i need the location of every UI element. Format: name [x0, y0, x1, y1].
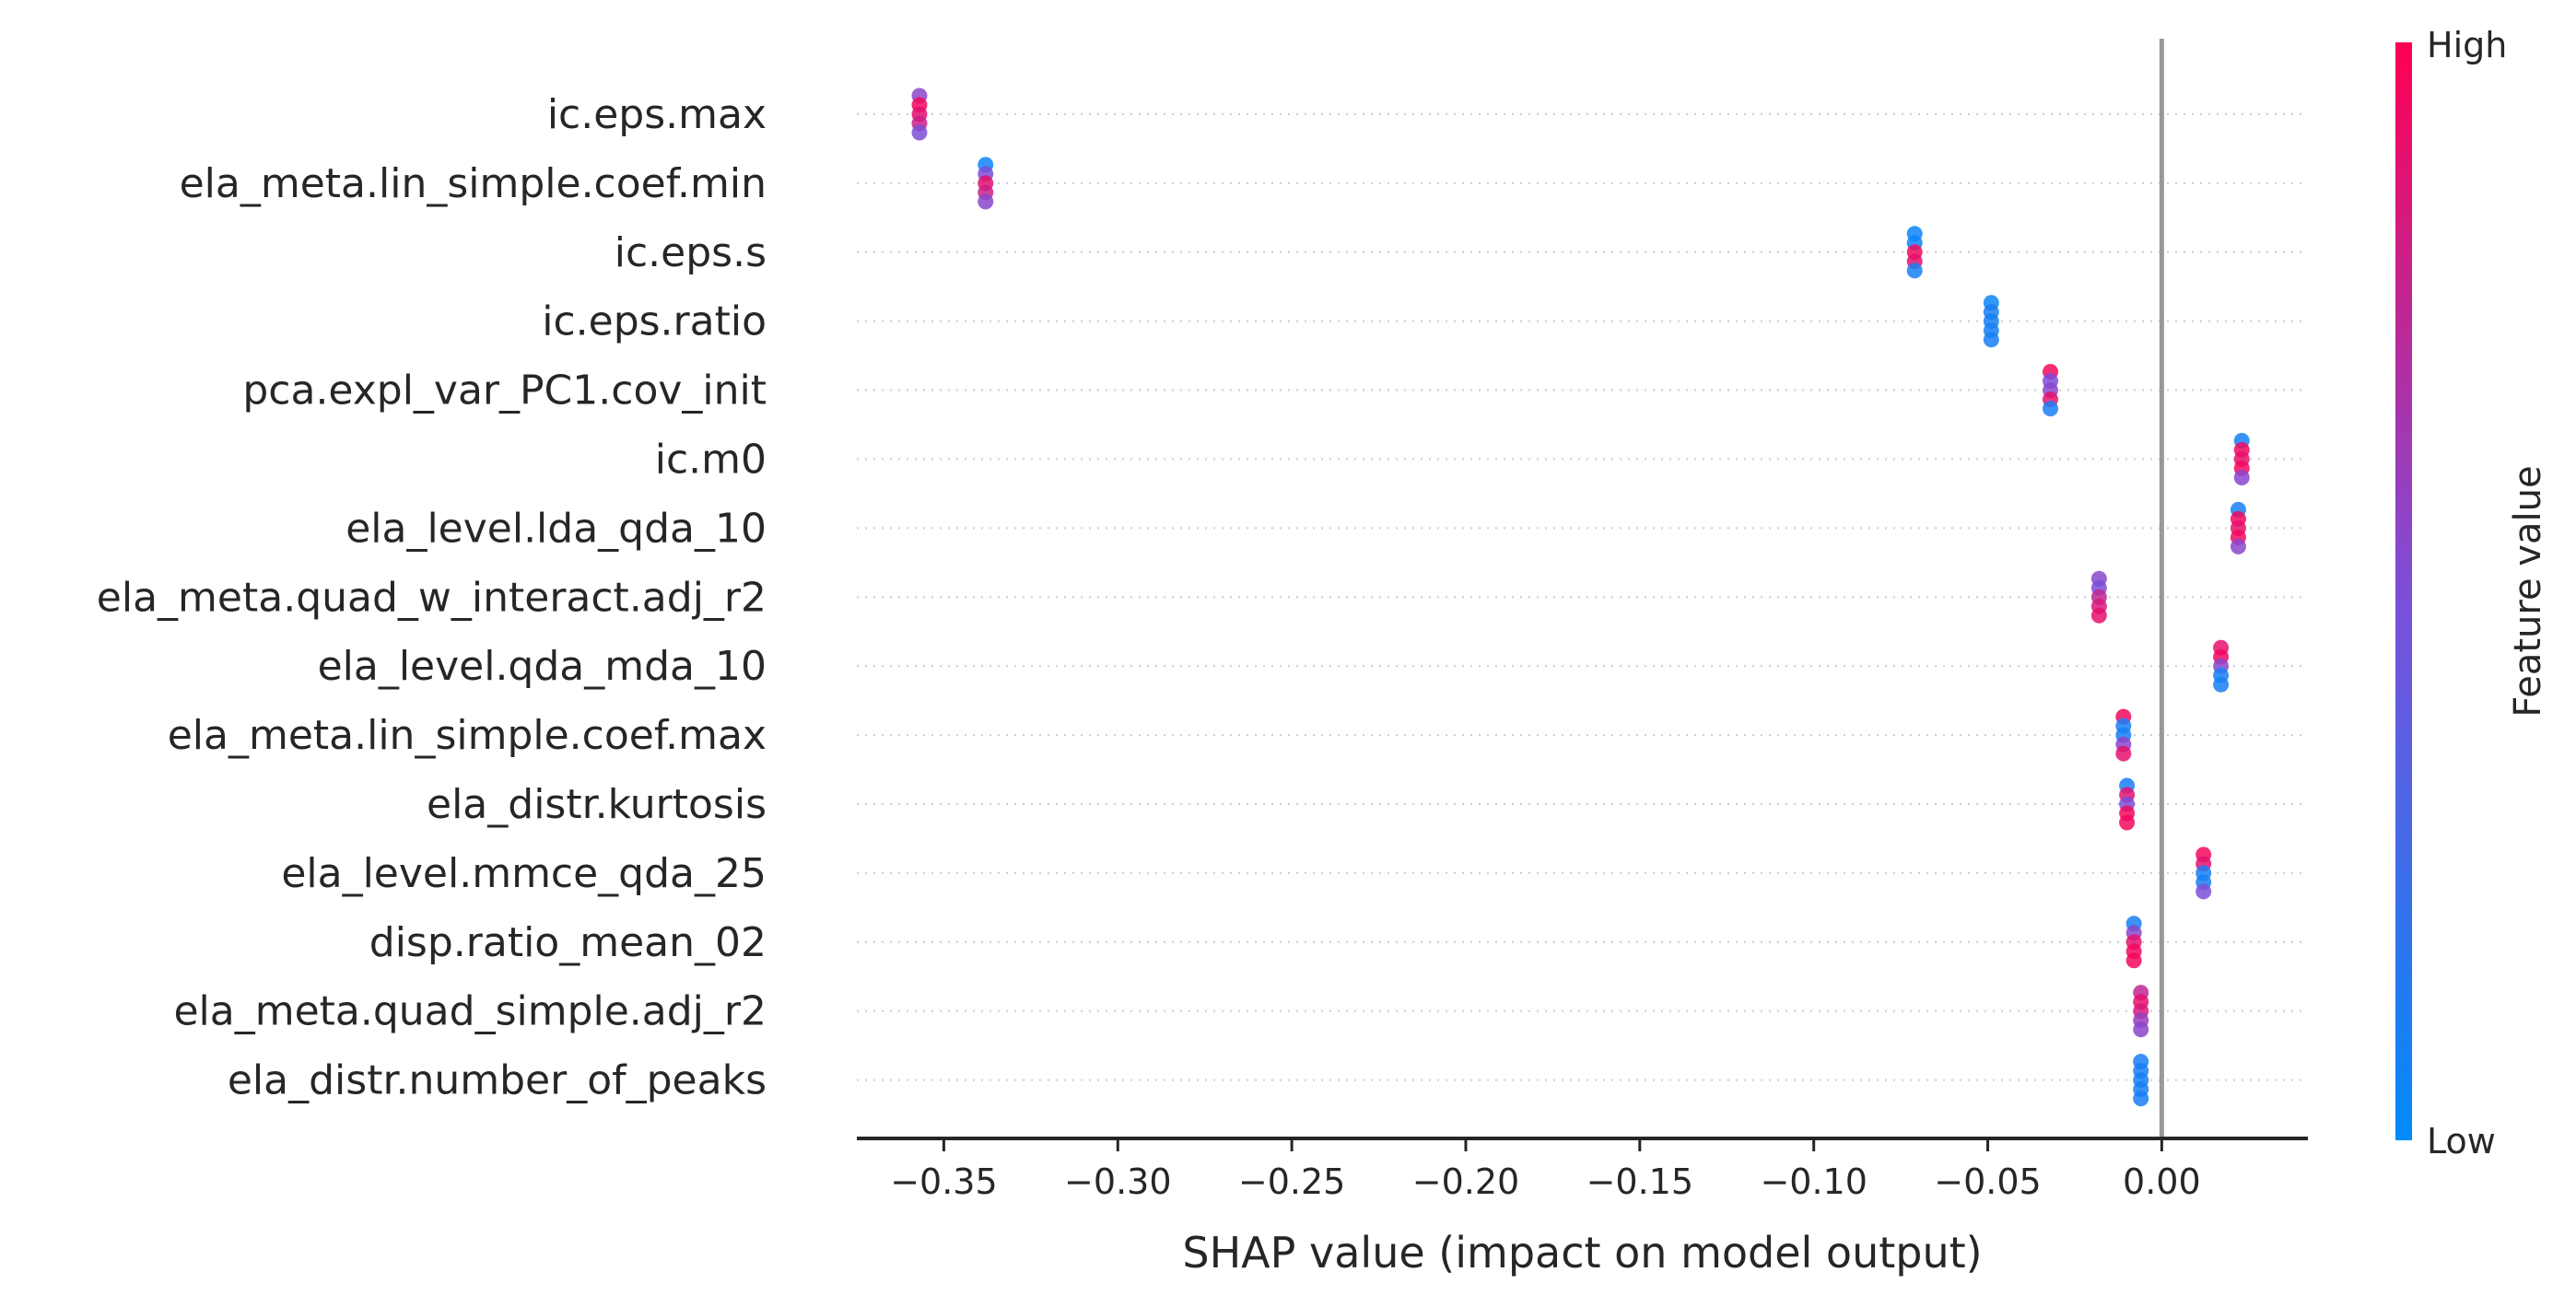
- x-tick-label: −0.30: [1064, 1161, 1171, 1202]
- x-tick-label: −0.35: [890, 1161, 997, 1202]
- x-tick-label: 0.00: [2123, 1161, 2201, 1202]
- shap-point: [2115, 745, 2132, 762]
- x-tick-label: −0.25: [1238, 1161, 1345, 1202]
- feature-label: ela_meta.lin_simple.coef.max: [168, 712, 767, 759]
- x-axis-title: SHAP value (impact on model output): [1182, 1228, 1982, 1278]
- shap-point: [2125, 952, 2142, 969]
- shap-point: [911, 124, 928, 141]
- shap-point: [2043, 401, 2059, 417]
- shap-point: [2230, 538, 2246, 554]
- x-ticks: −0.35 −0.30 −0.25 −0.20 −0.15 −0.10 −0.05 0.00: [890, 1138, 2201, 1202]
- feature-label: disp.ratio_mean_02: [369, 919, 767, 966]
- feature-label: ela_level.mmce_qda_25: [281, 850, 767, 897]
- x-tick-label: −0.20: [1412, 1161, 1519, 1202]
- feature-label: ic.eps.s: [615, 229, 767, 276]
- feature-label: ela_distr.kurtosis: [427, 781, 767, 828]
- feature-label: pca.expl_var_PC1.cov_init: [242, 368, 767, 414]
- shap-point: [2090, 607, 2107, 624]
- shap-point: [2213, 676, 2230, 693]
- feature-label: ela_level.lda_qda_10: [345, 505, 767, 552]
- colorbar: [2395, 42, 2412, 1140]
- feature-label: ic.eps.max: [547, 91, 767, 138]
- feature-label: ela_distr.number_of_peaks: [228, 1057, 767, 1104]
- x-tick-label: −0.10: [1760, 1161, 1867, 1202]
- colorbar-low-label: Low: [2427, 1121, 2496, 1161]
- shap-point: [2195, 883, 2212, 900]
- shap-point: [2133, 1091, 2149, 1107]
- feature-label: ic.m0: [655, 437, 767, 484]
- x-tick-label: −0.05: [1934, 1161, 2041, 1202]
- feature-labels: ic.eps.max ela_meta.lin_simple.coef.minic…: [97, 91, 767, 1104]
- points-layer: [911, 88, 2250, 1107]
- shap-point: [2119, 814, 2136, 831]
- x-tick-label: −0.15: [1587, 1161, 1693, 1202]
- feature-label: ela_meta.quad_simple.adj_r2: [173, 988, 767, 1035]
- colorbar-title: Feature value: [2507, 465, 2549, 717]
- feature-label: ela_level.qda_mda_10: [318, 643, 767, 690]
- feature-label: ic.eps.ratio: [542, 298, 767, 345]
- feature-label: ela_meta.quad_w_interact.adj_r2: [97, 574, 767, 621]
- shap-point: [2133, 1021, 2149, 1038]
- shap-point: [2233, 470, 2250, 485]
- colorbar-high-label: High: [2427, 25, 2507, 65]
- shap-point: [1983, 332, 1999, 348]
- feature-label: ela_meta.lin_simple.coef.min: [180, 160, 767, 207]
- shap-point: [978, 193, 994, 210]
- row-guides: [857, 113, 2308, 1081]
- shap-point: [1906, 263, 1923, 279]
